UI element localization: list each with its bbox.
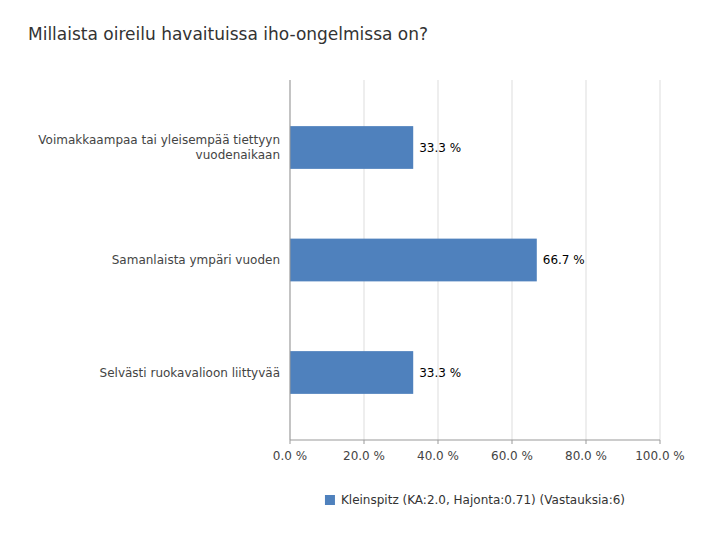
bar: [290, 239, 537, 282]
tick-mark: [438, 440, 439, 444]
legend-swatch: [325, 495, 335, 505]
tick-label: 20.0 %: [343, 449, 385, 463]
tick-mark: [512, 440, 513, 444]
x-axis-line: [290, 440, 660, 441]
bar: [290, 351, 413, 394]
legend-item: Kleinspitz (KA:2.0, Hajonta:0.71) (Vasta…: [325, 493, 625, 507]
data-label: 33.3 %: [419, 366, 461, 380]
tick-mark: [660, 440, 661, 444]
data-label: 66.7 %: [543, 253, 585, 267]
bars: [290, 126, 537, 394]
legend-label: Kleinspitz (KA:2.0, Hajonta:0.71) (Vasta…: [341, 493, 625, 507]
x-axis-ticks: 0.0 % 20.0 % 40.0 % 60.0 % 80.0 % 100.0 %: [273, 440, 685, 463]
tick-label: 80.0 %: [565, 449, 607, 463]
tick-label: 60.0 %: [491, 449, 533, 463]
chart-svg: Millaista oireilu havaituissa iho-ongelm…: [0, 0, 720, 540]
grid-line: [660, 80, 661, 440]
tick-mark: [290, 440, 291, 444]
tick-mark: [364, 440, 365, 444]
category-label: Voimakkaampaa tai yleisempää tiettyynvuo…: [38, 133, 280, 162]
grid: [290, 80, 660, 440]
legend: Kleinspitz (KA:2.0, Hajonta:0.71) (Vasta…: [325, 493, 625, 507]
tick-label: 40.0 %: [417, 449, 459, 463]
grid-line: [586, 80, 587, 440]
title: Millaista oireilu havaituissa iho-ongelm…: [28, 24, 428, 44]
bar: [290, 126, 413, 169]
tick-mark: [586, 440, 587, 444]
chart-container: Millaista oireilu havaituissa iho-ongelm…: [0, 0, 720, 540]
tick-label: 100.0 %: [635, 449, 685, 463]
grid-line: [290, 80, 291, 440]
category-label: Selvästi ruokavalioon liittyvää: [100, 366, 280, 380]
y-axis-labels: Selvästi ruokavalioon liittyvää Samanlais…: [38, 133, 280, 380]
y-axis-line: [290, 80, 291, 440]
category-label: Samanlaista ympäri vuoden: [112, 253, 280, 267]
data-label: 33.3 %: [419, 141, 461, 155]
tick-label: 0.0 %: [273, 449, 307, 463]
data-labels: 33.3 % 66.7 % 33.3 %: [419, 141, 585, 380]
